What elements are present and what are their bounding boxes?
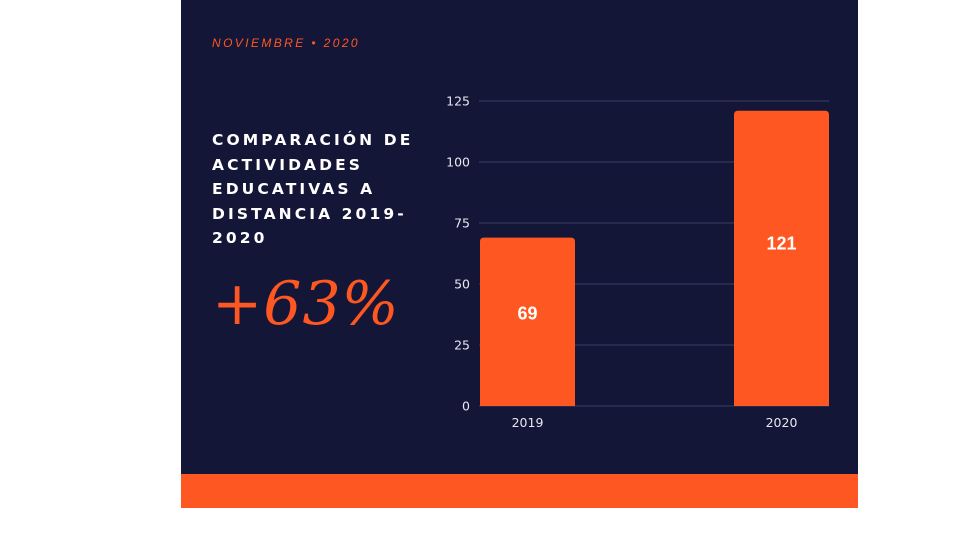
- x-tick-label: 2019: [512, 415, 544, 430]
- infographic-card: NOVIEMBRE • 2020 COMPARACIÓN DE ACTIVIDA…: [181, 0, 858, 474]
- bar-2019: [480, 237, 575, 406]
- chart-bars: 69 121: [480, 110, 829, 406]
- footer-accent-bar: [181, 474, 858, 508]
- bar-value-label: 69: [517, 303, 537, 323]
- y-tick-label: 0: [462, 399, 470, 414]
- y-tick-label: 125: [446, 94, 470, 109]
- y-axis-ticks: 0 25 50 75 100 125: [446, 94, 470, 414]
- y-tick-label: 75: [454, 216, 470, 231]
- bar-chart: 0 25 50 75 100 125 69 121 2019 2020: [446, 94, 829, 430]
- bar-value-label: 121: [766, 234, 796, 254]
- y-tick-label: 25: [454, 338, 470, 353]
- date-label: NOVIEMBRE • 2020: [212, 36, 360, 50]
- y-tick-label: 50: [454, 277, 470, 292]
- y-tick-label: 100: [446, 155, 470, 170]
- bar-2020: [734, 110, 829, 406]
- percent-change: +63%: [212, 269, 400, 339]
- x-tick-label: 2020: [766, 415, 798, 430]
- page-title: COMPARACIÓN DE ACTIVIDADES EDUCATIVAS A …: [212, 131, 414, 247]
- x-axis-ticks: 2019 2020: [512, 415, 798, 430]
